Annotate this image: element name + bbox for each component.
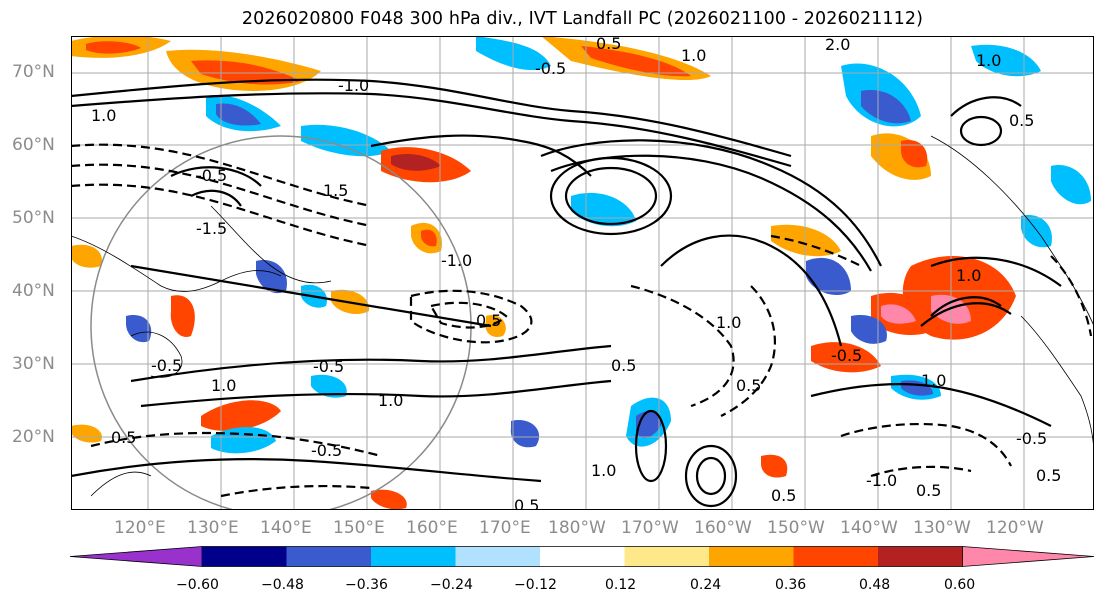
contour-label: -0.5 [1016, 429, 1047, 448]
lon-label: 160°E [406, 518, 458, 538]
colorbar-swatch [540, 546, 625, 567]
contour-label: -0.5 [196, 166, 227, 185]
colorbar-swatch [371, 546, 456, 567]
lat-label: 60°N [12, 135, 55, 155]
lat-label: 20°N [12, 427, 55, 447]
contour-label: 1.5 [323, 181, 348, 200]
contour-label: 0.5 [596, 36, 621, 53]
colorbar-tick-label: 0.12 [605, 577, 637, 593]
contour-label: 1.0 [591, 461, 616, 480]
lon-label: 150°E [333, 518, 385, 538]
colorbar-swatch [455, 546, 540, 567]
contour-label: 0.5 [1009, 111, 1034, 130]
lat-label: 30°N [12, 354, 55, 374]
contour-label: 1.0 [976, 51, 1001, 70]
contour-label: 0.5 [1036, 466, 1061, 485]
lon-label: 130°W [913, 518, 971, 538]
contour-label: -1.5 [196, 219, 227, 238]
lon-label: 120°E [114, 518, 166, 538]
colorbar-swatch [624, 546, 709, 567]
colorbar-tick-label: −0.48 [261, 577, 304, 593]
contour-label: -0.5 [151, 356, 182, 375]
colorbar-tick-label: 0.36 [775, 577, 807, 593]
colorbar-swatch [202, 546, 287, 567]
contour-label: -0.5 [313, 357, 344, 376]
colorbar-tick-label: 0.24 [690, 577, 722, 593]
colorbar-tick-label: 0.60 [944, 577, 976, 593]
contour-label: 0.5 [514, 496, 539, 510]
graticule [71, 36, 1094, 510]
colorbar [70, 546, 1095, 567]
lon-label: 120°W [986, 518, 1044, 538]
contour-label: 2.0 [825, 36, 850, 54]
lon-label: 150°W [767, 518, 825, 538]
contour-label: -1.0 [338, 76, 369, 95]
colorbar-swatch [962, 546, 1095, 567]
contour-label: 0.5 [771, 486, 796, 505]
contour-label: 1.0 [91, 106, 116, 125]
contour-labels: 2.0 1.0 0.5 -0.5 -1.0 1.5 -1.5 1.0 0.5 -… [91, 36, 1061, 510]
colorbar-swatch [878, 546, 963, 567]
contour-label: 1.0 [716, 313, 741, 332]
contour-label: -0.5 [311, 441, 342, 460]
colorbar-tick-label: −0.24 [430, 577, 473, 593]
contour-label: 1.0 [956, 266, 981, 285]
divergence-shading [71, 36, 1091, 510]
lat-label: 40°N [12, 281, 55, 301]
contour-label: 1.0 [681, 46, 706, 65]
contour-label: 1.0 [378, 391, 403, 410]
contour-label: 0.5 [916, 481, 941, 500]
contour-label: -0.5 [831, 346, 862, 365]
lon-label: 160°W [694, 518, 752, 538]
lon-label: 170°W [621, 518, 679, 538]
contour-label: -1.0 [441, 251, 472, 270]
ivt-dashed-contours [71, 143, 1093, 498]
colorbar-swatch [793, 546, 878, 567]
colorbar-swatch [70, 546, 203, 567]
lon-label: 140°E [260, 518, 312, 538]
contour-label: 0.5 [611, 356, 636, 375]
contour-label: 1.0 [921, 371, 946, 390]
map-title: 2026020800 F048 300 hPa div., IVT Landfa… [241, 9, 924, 29]
range-circle [90, 135, 472, 510]
lat-label: 70°N [12, 62, 55, 82]
contour-label: 0.5 [111, 428, 136, 447]
map-panel: 2.0 1.0 0.5 -0.5 -1.0 1.5 -1.5 1.0 0.5 -… [71, 36, 1094, 510]
colorbar-swatch [286, 546, 371, 567]
lon-label: 170°E [479, 518, 531, 538]
contour-label: -1.0 [866, 471, 897, 490]
contour-label: -0.5 [535, 59, 566, 78]
coastlines [71, 135, 1094, 497]
colorbar-tick-label: −0.60 [176, 577, 219, 593]
colorbar-tick-label: 0.48 [859, 577, 891, 593]
lon-label: 180°W [548, 518, 606, 538]
colorbar-tick-label: −0.12 [514, 577, 557, 593]
lon-label: 140°W [840, 518, 898, 538]
ivt-contours [71, 78, 1062, 508]
contour-label: 0.5 [736, 376, 761, 395]
contour-label: 0.5 [476, 311, 501, 330]
lon-label: 130°E [187, 518, 239, 538]
lat-label: 50°N [12, 208, 55, 228]
colorbar-swatch [709, 546, 794, 567]
colorbar-tick-label: −0.36 [345, 577, 388, 593]
contour-label: 1.0 [211, 376, 236, 395]
